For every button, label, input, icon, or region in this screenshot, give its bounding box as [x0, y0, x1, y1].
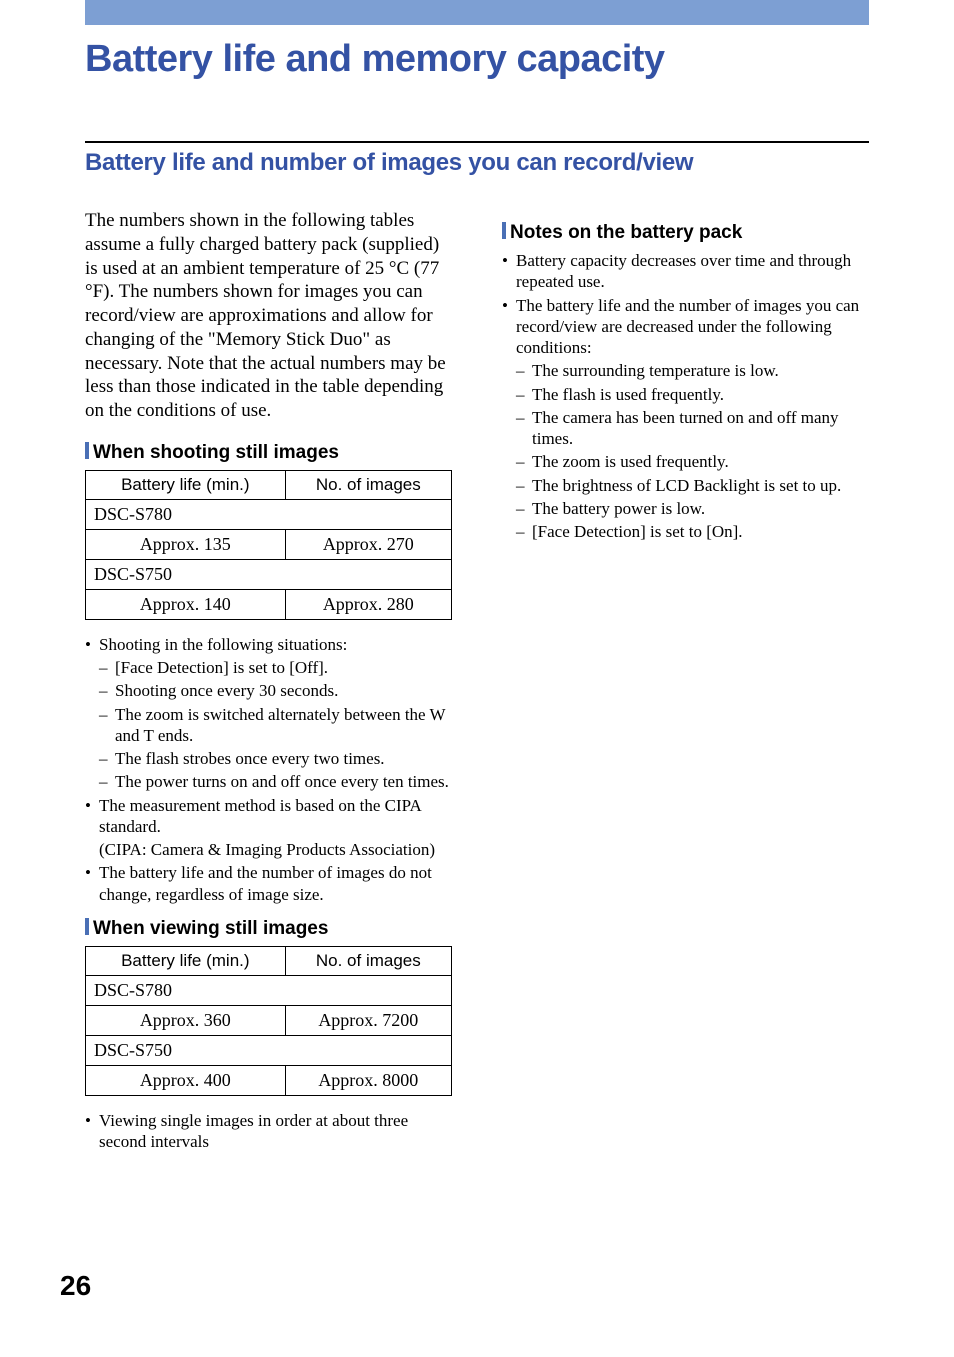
shooting-table: Battery life (min.) No. of images DSC-S7…: [85, 470, 452, 620]
col-no-images: No. of images: [285, 946, 451, 975]
cipa-note: (CIPA: Camera & Imaging Products Associa…: [85, 839, 452, 860]
heading-bar-icon: [502, 222, 506, 239]
heading-bar-icon: [85, 918, 89, 935]
left-column: The numbers shown in the following table…: [85, 209, 452, 1154]
no-images-cell: Approx. 7200: [285, 1005, 451, 1035]
table-header-row: Battery life (min.) No. of images: [86, 470, 452, 499]
list-item: The measurement method is based on the C…: [85, 795, 452, 838]
table-row: Approx. 135 Approx. 270: [86, 529, 452, 559]
viewing-heading-text: When viewing still images: [93, 918, 328, 940]
table-row: DSC-S750: [86, 1035, 452, 1065]
bullet-text: The measurement method is based on the C…: [99, 796, 421, 836]
page-content: Battery life and memory capacity Battery…: [0, 0, 954, 1154]
sub-list-item: The battery power is low.: [516, 498, 869, 519]
table-row: Approx. 400 Approx. 8000: [86, 1065, 452, 1095]
sub-list: [Face Detection] is set to [Off]. Shooti…: [99, 657, 452, 793]
sub-list-item: Shooting once every 30 seconds.: [99, 680, 452, 701]
bullet-text: The battery life and the number of image…: [99, 863, 432, 903]
model-cell: DSC-S780: [86, 499, 452, 529]
viewing-bullets: Viewing single images in order at about …: [85, 1110, 452, 1153]
sub-list-item: The zoom is switched alternately between…: [99, 704, 452, 747]
bullet-text: Viewing single images in order at about …: [99, 1111, 408, 1151]
sub-list-item: The camera has been turned on and off ma…: [516, 407, 869, 450]
notes-heading-text: Notes on the battery pack: [510, 222, 742, 244]
battery-life-cell: Approx. 135: [86, 529, 286, 559]
model-cell: DSC-S750: [86, 1035, 452, 1065]
shooting-bullets: Shooting in the following situations: [F…: [85, 634, 452, 905]
list-item: Shooting in the following situations: [F…: [85, 634, 452, 793]
table-header-row: Battery life (min.) No. of images: [86, 946, 452, 975]
model-cell: DSC-S780: [86, 975, 452, 1005]
section-divider: [85, 141, 869, 143]
page-number: 26: [60, 1270, 91, 1302]
shooting-heading-text: When shooting still images: [93, 442, 339, 464]
bullet-text: Shooting in the following situations:: [99, 635, 347, 654]
notes-heading: Notes on the battery pack: [502, 221, 869, 244]
two-column-layout: The numbers shown in the following table…: [85, 209, 869, 1154]
table-row: DSC-S780: [86, 499, 452, 529]
header-color-bar: [85, 0, 869, 25]
col-battery-life: Battery life (min.): [86, 470, 286, 499]
sub-list-item: [Face Detection] is set to [On].: [516, 521, 869, 542]
bullet-text: The battery life and the number of image…: [516, 296, 859, 358]
sub-list-item: The zoom is used frequently.: [516, 451, 869, 472]
col-battery-life: Battery life (min.): [86, 946, 286, 975]
sub-list-item: The power turns on and off once every te…: [99, 771, 452, 792]
intro-paragraph: The numbers shown in the following table…: [85, 209, 452, 423]
page-title: Battery life and memory capacity: [85, 38, 869, 81]
viewing-heading: When viewing still images: [85, 917, 452, 940]
battery-life-cell: Approx. 360: [86, 1005, 286, 1035]
notes-bullets: Battery capacity decreases over time and…: [502, 250, 869, 542]
table-row: Approx. 360 Approx. 7200: [86, 1005, 452, 1035]
sub-list-item: The flash strobes once every two times.: [99, 748, 452, 769]
sub-list: The surrounding temperature is low. The …: [516, 360, 869, 542]
heading-bar-icon: [85, 442, 89, 459]
shooting-heading: When shooting still images: [85, 441, 452, 464]
sub-list-item: The surrounding temperature is low.: [516, 360, 869, 381]
viewing-table: Battery life (min.) No. of images DSC-S7…: [85, 946, 452, 1096]
list-item: The battery life and the number of image…: [502, 295, 869, 543]
no-images-cell: Approx. 8000: [285, 1065, 451, 1095]
no-images-cell: Approx. 280: [285, 589, 451, 619]
right-column: Notes on the battery pack Battery capaci…: [502, 209, 869, 1154]
bullet-text: Battery capacity decreases over time and…: [516, 251, 851, 291]
table-row: DSC-S780: [86, 975, 452, 1005]
section-title: Battery life and number of images you ca…: [85, 149, 869, 177]
sub-list-item: The brightness of LCD Backlight is set t…: [516, 475, 869, 496]
battery-life-cell: Approx. 140: [86, 589, 286, 619]
battery-life-cell: Approx. 400: [86, 1065, 286, 1095]
model-cell: DSC-S750: [86, 559, 452, 589]
col-no-images: No. of images: [285, 470, 451, 499]
list-item: The battery life and the number of image…: [85, 862, 452, 905]
list-item: Battery capacity decreases over time and…: [502, 250, 869, 293]
sub-list-item: [Face Detection] is set to [Off].: [99, 657, 452, 678]
sub-list-item: The flash is used frequently.: [516, 384, 869, 405]
table-row: Approx. 140 Approx. 280: [86, 589, 452, 619]
no-images-cell: Approx. 270: [285, 529, 451, 559]
list-item: Viewing single images in order at about …: [85, 1110, 452, 1153]
table-row: DSC-S750: [86, 559, 452, 589]
